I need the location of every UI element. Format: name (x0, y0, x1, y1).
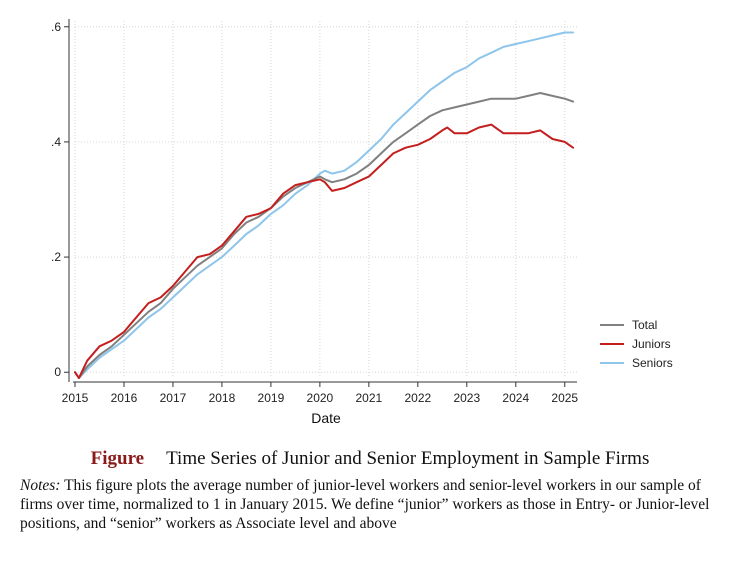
series-lines (74, 31, 575, 379)
gridlines (74, 21, 577, 378)
legend: Total Juniors Seniors (600, 318, 673, 370)
x-tick-label: 2018 (209, 391, 236, 405)
x-tick-label: 2022 (404, 391, 431, 405)
line-chart: 0 .2 .4 .6 2015 2016 2017 2018 2019 2020 2021 2022 2… (51, 19, 673, 426)
caption-title-line: Figure Time Series of Junior and Senior E… (20, 448, 720, 470)
axes: 0 .2 .4 .6 2015 2016 2017 2018 2019 2020 2021 2022 2… (51, 19, 578, 405)
figure-label: Figure (90, 448, 145, 469)
figure-caption: Figure Time Series of Junior and Senior E… (20, 448, 720, 533)
legend-label-total: Total (632, 318, 657, 332)
y-tick-label: 0 (54, 365, 61, 379)
y-tick-label: .4 (51, 135, 61, 149)
x-tick-label: 2016 (111, 391, 138, 405)
x-axis-title: Date (311, 410, 341, 426)
notes-text: This figure plots the average number of … (20, 477, 710, 532)
x-tick-label: 2020 (307, 391, 334, 405)
x-tick-label: 2021 (356, 391, 383, 405)
legend-label-seniors: Seniors (632, 356, 673, 370)
x-tick-label: 2015 (62, 391, 89, 405)
figure-title: Time Series of Junior and Senior Employm… (166, 448, 650, 469)
notes-label: Notes: (20, 477, 61, 494)
y-tick-label: .2 (51, 250, 61, 264)
x-tick-label: 2025 (551, 391, 578, 405)
series-line-juniors (74, 123, 575, 379)
legend-label-juniors: Juniors (632, 337, 671, 351)
series-line-seniors (74, 31, 575, 379)
figure-notes: Notes: This figure plots the average num… (20, 476, 720, 533)
y-tick-label: .6 (51, 20, 61, 34)
x-tick-label: 2017 (160, 391, 187, 405)
x-tick-label: 2019 (258, 391, 285, 405)
x-tick-label: 2023 (453, 391, 480, 405)
x-tick-label: 2024 (502, 391, 529, 405)
series-line-total (74, 92, 575, 379)
